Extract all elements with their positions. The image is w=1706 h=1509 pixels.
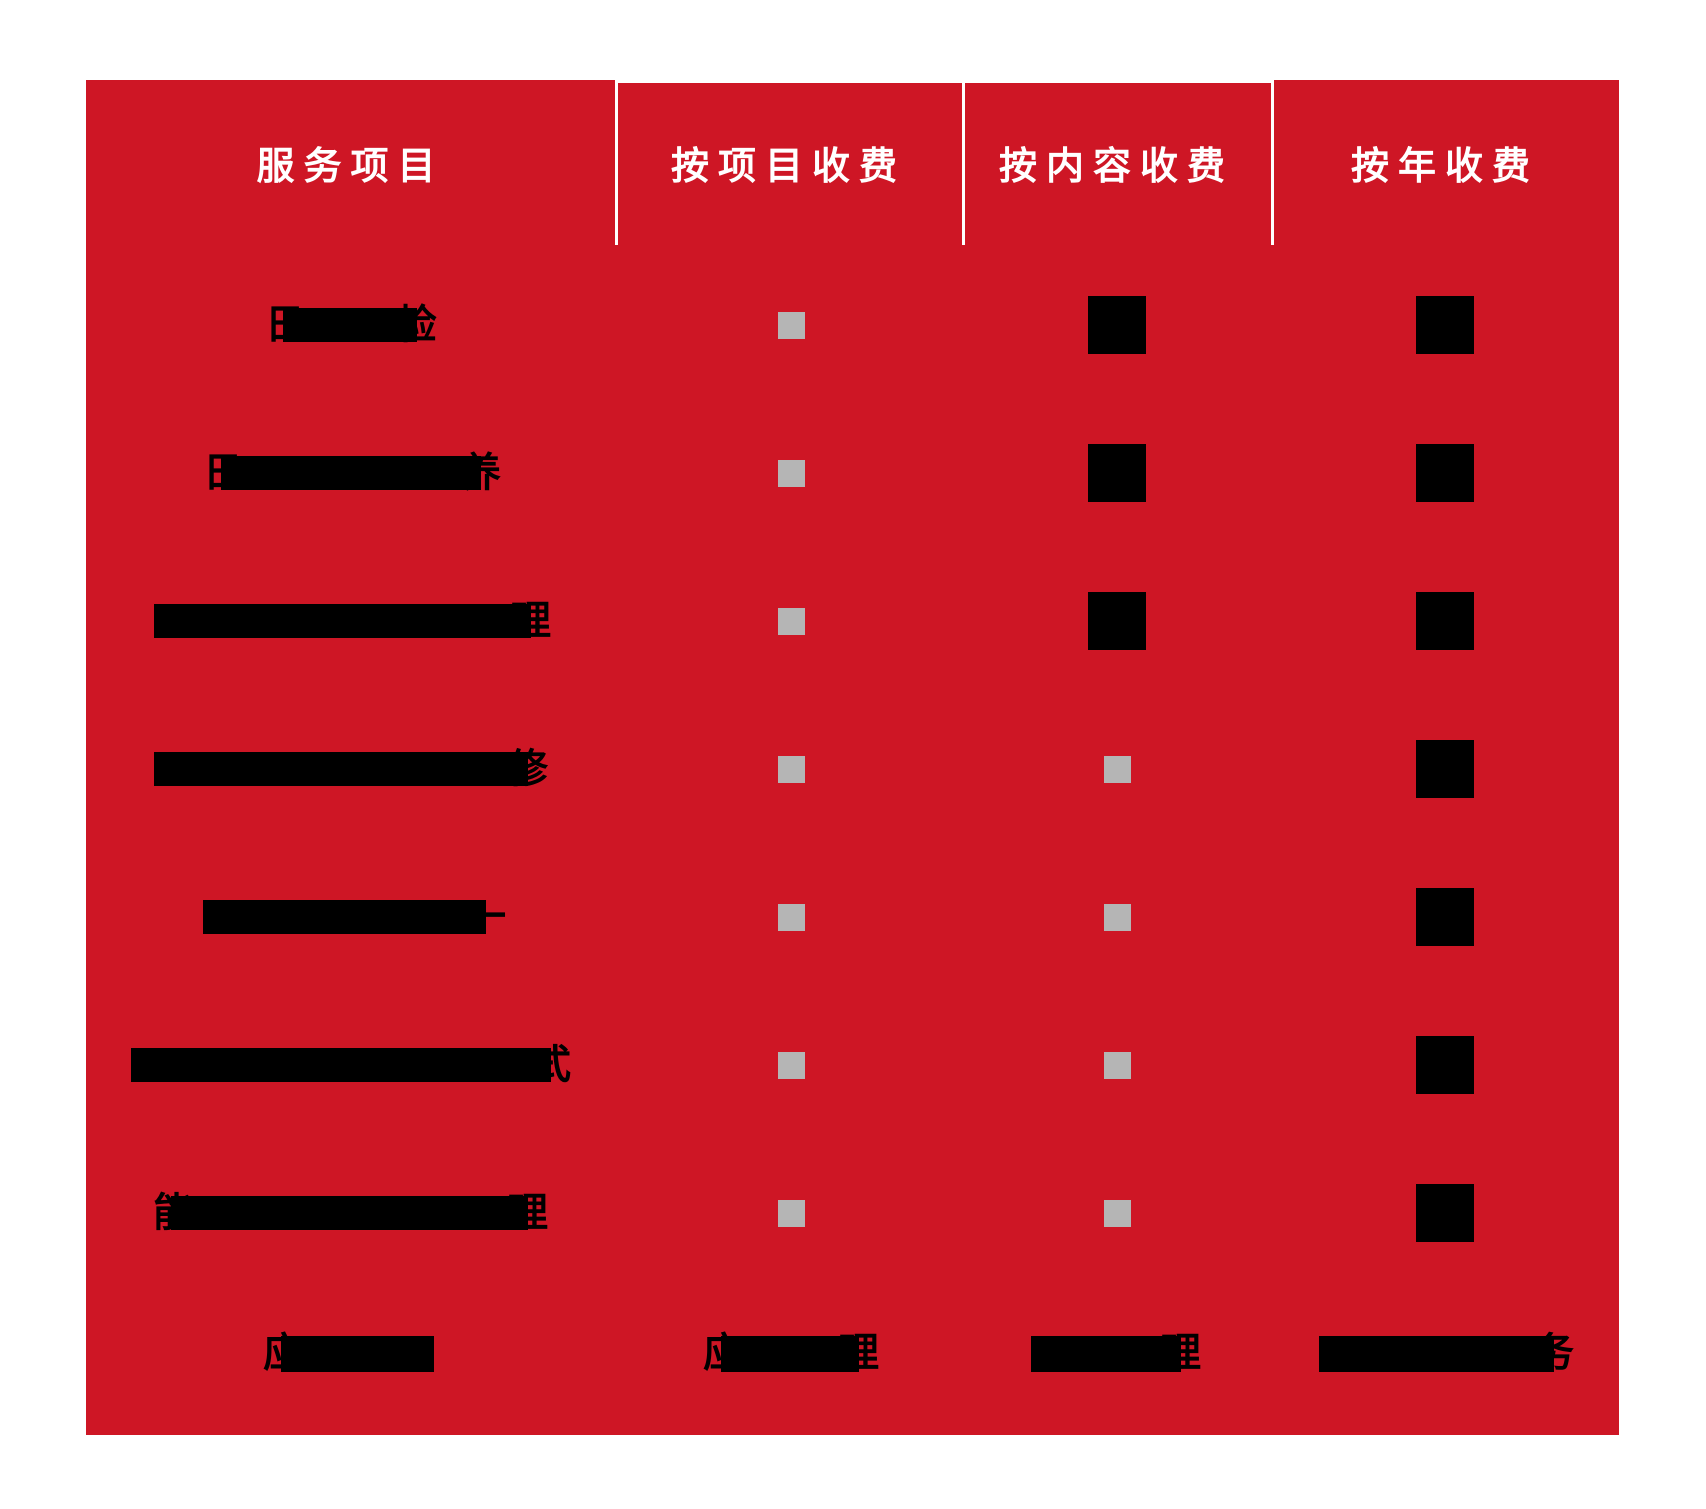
service-item-redacted-label: 日养 (203, 448, 501, 498)
redaction-bar (154, 752, 528, 786)
footer-redacted-label: 应 (263, 1328, 434, 1380)
column-header-per-project-fee: 按项目收费 (670, 146, 906, 188)
redaction-bar (131, 1048, 551, 1082)
service-item-redacted-label: 能理 (153, 1188, 548, 1238)
project-fee-marker (777, 459, 805, 487)
redaction-bar (1319, 1336, 1554, 1372)
content-fee-marker (1088, 444, 1146, 502)
service-item-redacted-label: 日检 (265, 300, 437, 350)
project-fee-marker (777, 755, 805, 783)
footer-redacted-label: 应理 (703, 1328, 879, 1380)
project-fee-marker (777, 311, 805, 339)
year-fee-marker (1416, 740, 1474, 798)
service-item-redacted-label: 理 (154, 596, 551, 646)
column-header-service-items: 服务项目 (256, 146, 445, 188)
year-fee-marker (1416, 592, 1474, 650)
project-fee-marker (777, 903, 805, 931)
year-fee-marker (1416, 296, 1474, 354)
footer-redacted-label: 理 (1031, 1328, 1201, 1380)
service-item-redacted-label: 式 (131, 1040, 571, 1090)
content-fee-marker (1103, 903, 1131, 931)
year-fee-marker (1416, 444, 1474, 502)
year-fee-marker (1416, 1036, 1474, 1094)
header-divider-1 (615, 80, 618, 245)
redaction-bar (154, 604, 531, 638)
content-fee-marker (1088, 296, 1146, 354)
footer-redacted-label: 务 (1319, 1328, 1574, 1380)
content-fee-marker (1088, 592, 1146, 650)
redaction-bar (1031, 1336, 1181, 1372)
redaction-bar (721, 1336, 859, 1372)
redaction-bar (281, 1336, 434, 1372)
column-header-per-year-fee: 按年收费 (1350, 146, 1539, 188)
redaction-bar (221, 456, 481, 490)
project-fee-marker (777, 1199, 805, 1227)
content-fee-marker (1103, 1051, 1131, 1079)
header-divider-3 (1271, 80, 1274, 245)
pricing-table-panel: 服务项目 按项目收费 按内容收费 按年收费 日检日养理修一式能理应应理理务 (86, 80, 1619, 1435)
header-top-border (615, 80, 1274, 83)
year-fee-marker (1416, 888, 1474, 946)
project-fee-marker (777, 1051, 805, 1079)
year-fee-marker (1416, 1184, 1474, 1242)
header-divider-2 (962, 80, 965, 245)
redaction-bar (283, 308, 417, 342)
redaction-bar (203, 900, 486, 934)
redaction-bar (171, 1196, 528, 1230)
column-header-per-content-fee: 按内容收费 (998, 146, 1234, 188)
service-item-redacted-label: 一 (203, 892, 506, 942)
service-item-redacted-label: 修 (154, 744, 548, 794)
content-fee-marker (1103, 1199, 1131, 1227)
project-fee-marker (777, 607, 805, 635)
content-fee-marker (1103, 755, 1131, 783)
